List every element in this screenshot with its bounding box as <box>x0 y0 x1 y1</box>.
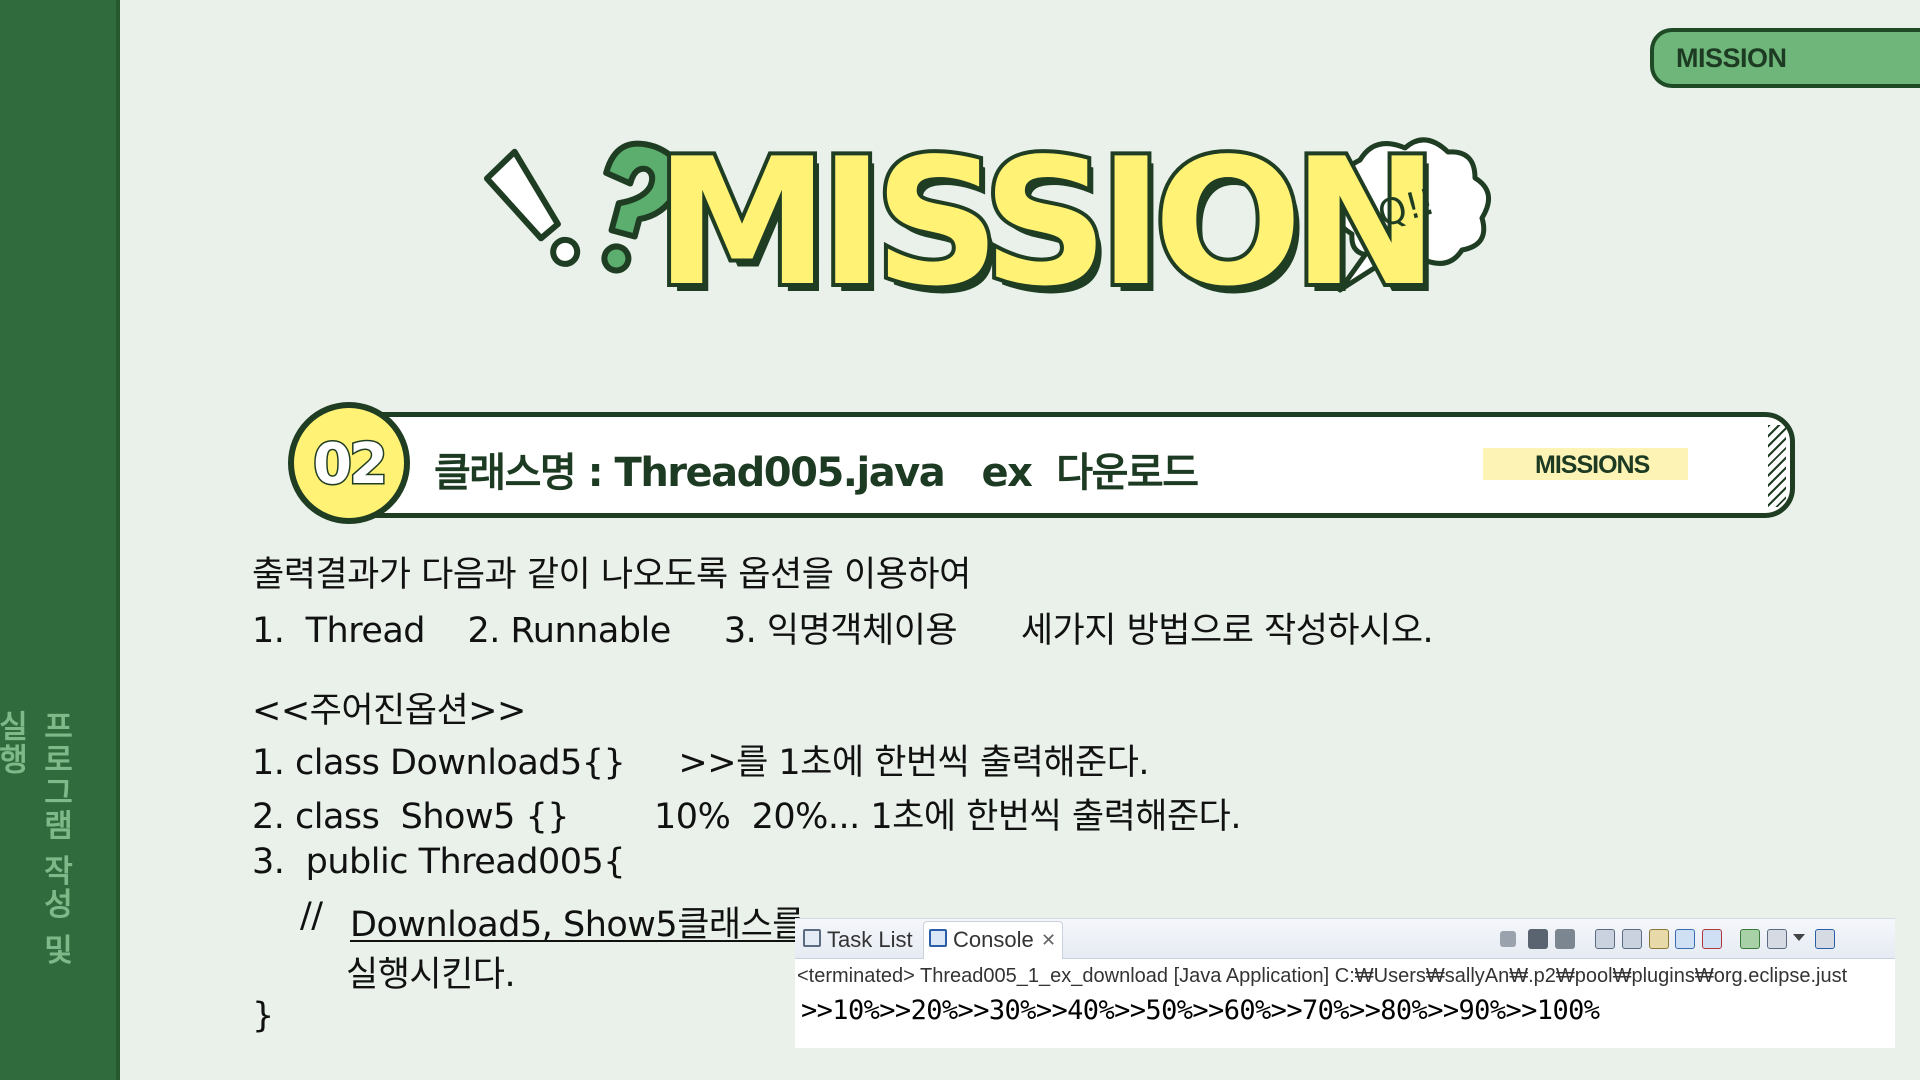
open-console-icon[interactable] <box>1815 929 1835 949</box>
mission-tab: MISSION <box>1650 28 1920 88</box>
console-tab-bar: Task List Console ✕ <box>795 919 1895 959</box>
sidebar-vertical-label: 프로그램 작성 및 실행 <box>0 710 73 967</box>
banner-stripes <box>1768 425 1786 507</box>
eclipse-console-panel: Task List Console ✕ <terminated> Thread0… <box>795 918 1895 1048</box>
remove-all-icon[interactable] <box>1555 929 1575 949</box>
scroll-lock-icon[interactable] <box>1622 929 1642 949</box>
options-header: <<주어진옵션>> <box>252 691 526 731</box>
terminate-icon[interactable] <box>1500 931 1516 947</box>
question-mark-icon <box>601 140 683 274</box>
option-2: 2. class Show5 {} 10% 20%... 1초에 한번씩 출력해… <box>252 797 1242 837</box>
console-output-line: >>10%>>20%>>30%>>40%>>50%>>60%>>70%>>80%… <box>801 995 1600 1026</box>
show-stdout-icon[interactable] <box>1675 929 1695 949</box>
comment-slashes: // <box>300 896 323 936</box>
hero-title-area: MISSION Q!! <box>480 130 1500 330</box>
closing-brace: } <box>252 996 274 1036</box>
methods-text: 1. Thread 2. Runnable 3. 익명객체이용 세가지 방법으로… <box>252 611 1434 651</box>
hero-decoration <box>483 137 1492 293</box>
pin-console-icon[interactable] <box>1740 929 1760 949</box>
mission-number: 02 <box>312 431 390 499</box>
console-status-line: <terminated> Thread005_1_ex_download [Ja… <box>797 965 1848 987</box>
task-list-icon <box>803 929 821 947</box>
chevron-down-icon[interactable] <box>1793 934 1805 944</box>
tab-console[interactable]: Console <box>953 927 1034 952</box>
comment-text: Download5, Show5클래스를 <box>350 905 805 945</box>
show-stderr-icon[interactable] <box>1702 929 1722 949</box>
remove-launch-icon[interactable] <box>1528 929 1548 949</box>
clear-console-icon[interactable] <box>1595 929 1615 949</box>
mission-tab-label: MISSION <box>1676 43 1787 73</box>
missions-tag: MISSIONS <box>1483 448 1688 480</box>
exclamation-icon <box>483 148 581 267</box>
option-3: 3. public Thread005{ <box>252 842 626 882</box>
display-console-icon[interactable] <box>1767 929 1787 949</box>
mission-banner <box>330 412 1795 518</box>
console-icon <box>929 929 947 947</box>
option-1: 1. class Download5{} >>를 1초에 한번씩 출력해준다. <box>252 743 1150 783</box>
console-close-icon[interactable]: ✕ <box>1041 930 1057 950</box>
left-sidebar: 프로그램 작성 및 실행 <box>0 0 120 1080</box>
banner-title: 클래스명 : Thread005.java ex 다운로드 <box>434 450 1199 496</box>
speech-bubble-icon <box>1334 137 1492 293</box>
comment-text-2: 실행시킨다. <box>346 955 516 995</box>
word-wrap-icon[interactable] <box>1649 929 1669 949</box>
tab-task-list[interactable]: Task List <box>827 927 913 952</box>
intro-text: 출력결과가 다음과 같이 나오도록 옵션을 이용하여 <box>252 555 971 595</box>
missions-tag-label: MISSIONS <box>1535 451 1650 479</box>
mission-number-badge: 02 <box>288 402 410 524</box>
hero-title: MISSION <box>651 122 1443 325</box>
